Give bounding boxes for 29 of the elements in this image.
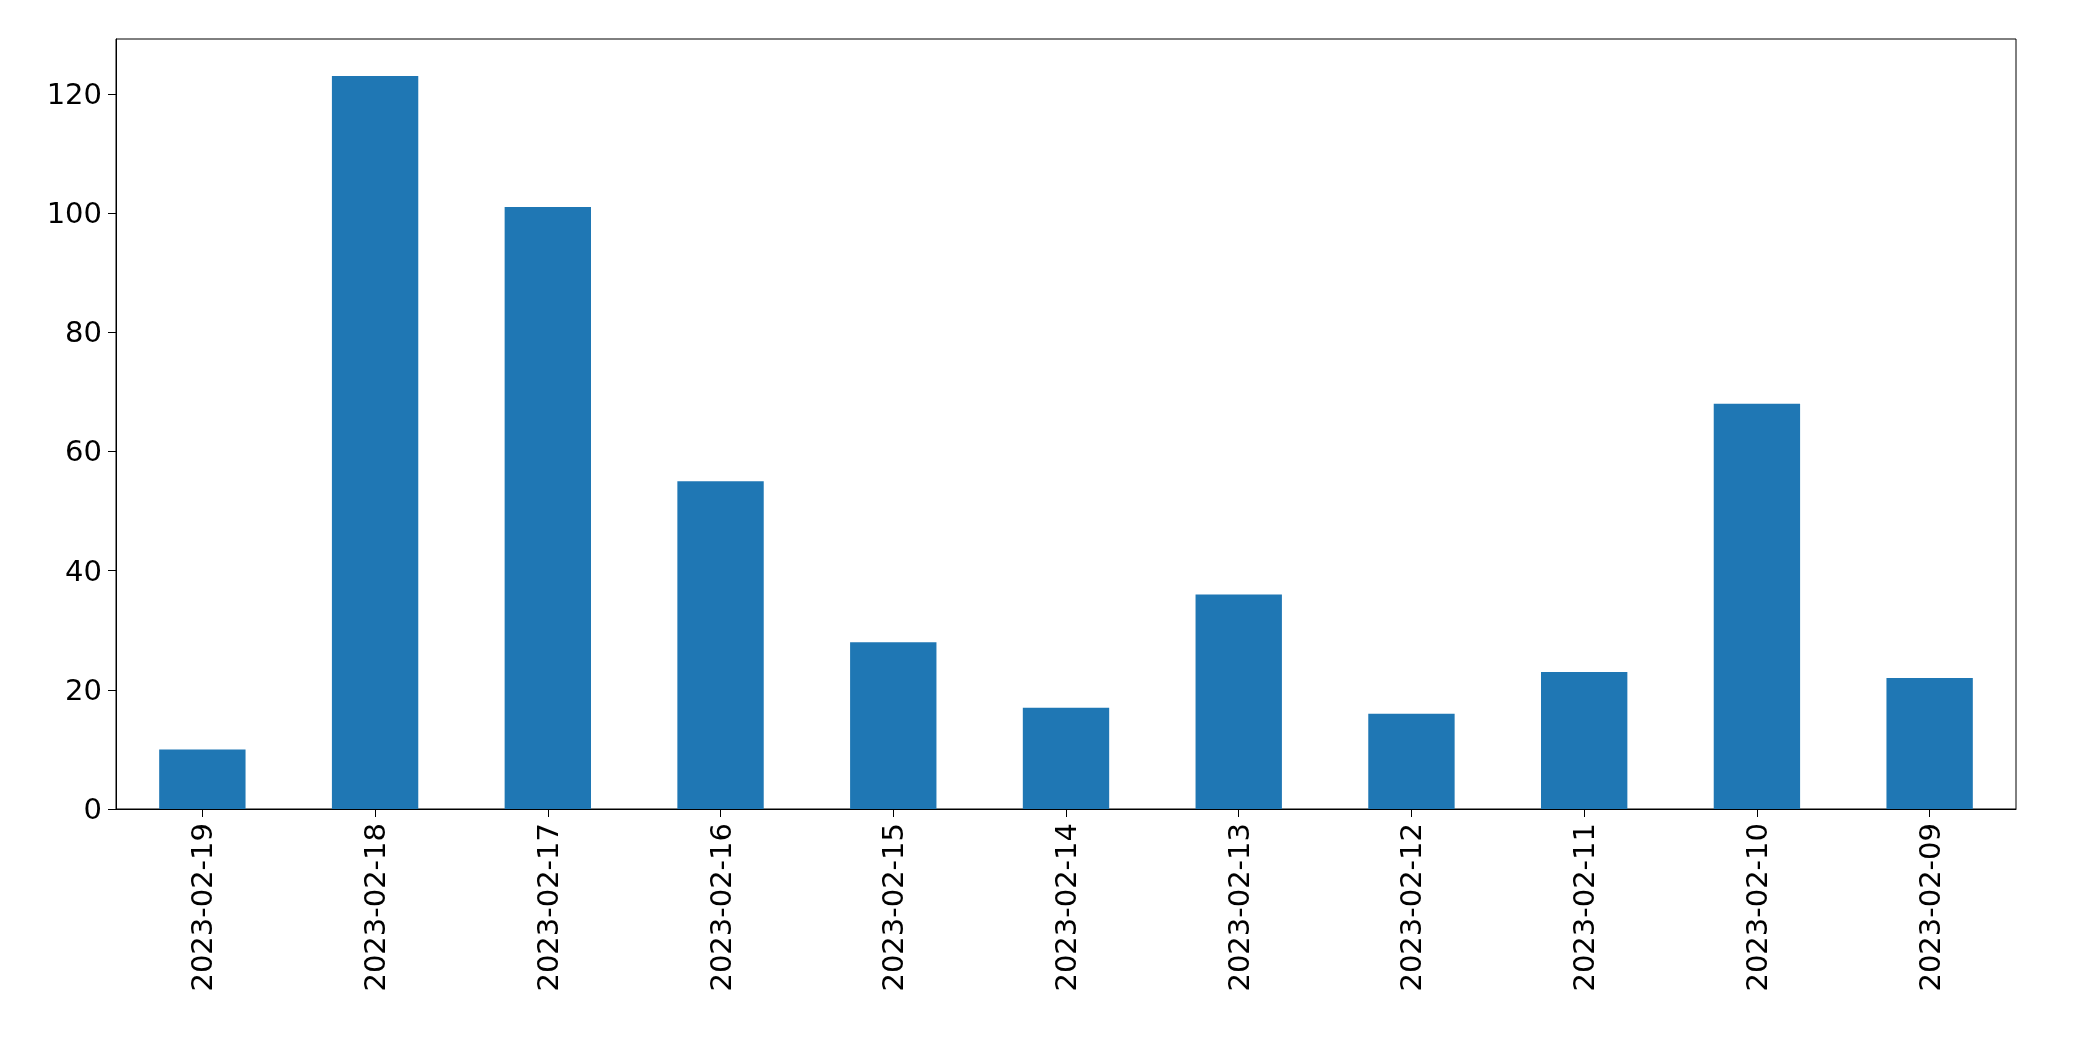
bar <box>331 75 419 809</box>
x-tick-label: 2023-02-18 <box>358 823 393 992</box>
y-tick-label: 40 <box>65 553 102 588</box>
y-tick-label: 120 <box>46 76 102 111</box>
bar <box>159 749 246 809</box>
bar <box>504 207 591 809</box>
y-tick-label: 100 <box>46 196 102 231</box>
y-tick-label: 0 <box>83 792 102 826</box>
x-tick-label: 2023-02-19 <box>185 823 220 992</box>
x-tick-label: 2023-02-16 <box>703 823 738 992</box>
bar <box>850 642 937 809</box>
x-tick-label: 2023-02-14 <box>1049 823 1083 992</box>
x-tick-label: 2023-02-15 <box>876 823 911 992</box>
y-tick-label: 60 <box>65 434 102 469</box>
y-tick-label: 20 <box>65 672 102 707</box>
bar <box>1195 594 1282 809</box>
y-tick-label: 80 <box>65 315 102 350</box>
bar <box>1368 713 1455 809</box>
x-tick-label: 2023-02-12 <box>1394 823 1429 992</box>
x-tick-label: 2023-02-10 <box>1739 823 1774 992</box>
bar <box>677 481 764 809</box>
bar <box>1713 403 1801 809</box>
x-tick-label: 2023-02-09 <box>1912 823 1947 992</box>
bar <box>1541 671 1628 809</box>
x-tick-label: 2023-02-13 <box>1221 823 1256 992</box>
x-tick-label: 2023-02-17 <box>530 823 565 992</box>
x-tick-label: 2023-02-11 <box>1567 823 1602 992</box>
bar <box>1886 677 1973 809</box>
bar <box>1022 707 1110 809</box>
